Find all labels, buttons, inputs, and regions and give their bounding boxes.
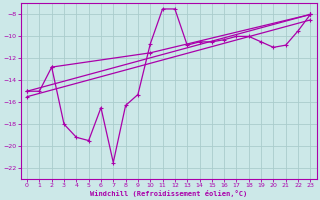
X-axis label: Windchill (Refroidissement éolien,°C): Windchill (Refroidissement éolien,°C) <box>90 190 247 197</box>
